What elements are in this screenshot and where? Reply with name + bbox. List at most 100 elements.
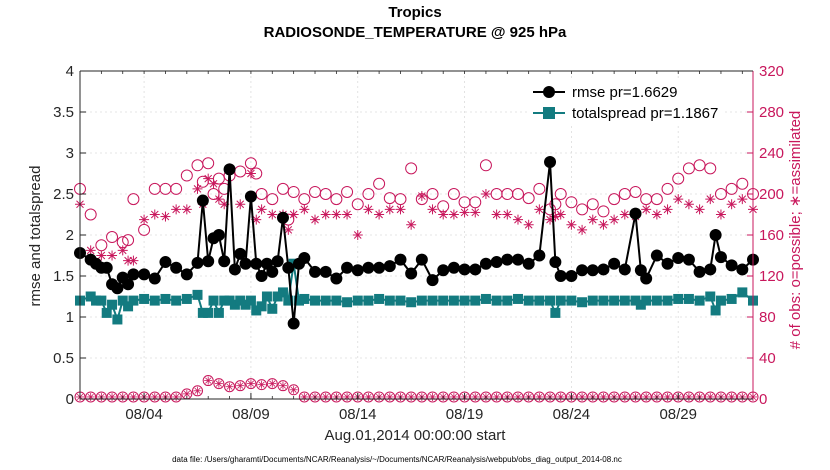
assimilated-obs-point: [491, 209, 502, 220]
obs-bottom-assim-point: [129, 392, 138, 401]
obs-bottom-assim-point: [492, 392, 501, 401]
spread-point: [256, 301, 267, 312]
possible-obs-point: [127, 193, 140, 206]
obs-bottom-point: [694, 391, 706, 403]
rmse-point: [330, 272, 343, 285]
spread-point: [545, 295, 556, 306]
asterisk-stroke: [118, 246, 127, 255]
possible-obs-point: [106, 231, 119, 244]
spread-point: [374, 293, 385, 304]
asterisk-stroke: [258, 381, 265, 388]
obs-bottom-point: [629, 391, 641, 403]
assimilated-obs-point: [288, 209, 299, 220]
asterisk-stroke: [215, 195, 223, 203]
asterisk-stroke: [129, 256, 138, 265]
rmse-point: [437, 264, 450, 277]
spread-point: [245, 295, 256, 306]
assimilated-obs-point: [149, 209, 160, 220]
spread-point: [213, 307, 224, 318]
asterisk-stroke: [183, 390, 190, 397]
asterisk-stroke: [247, 169, 255, 178]
assimilated-obs-point: [459, 207, 470, 218]
assimilated-obs-point: [267, 209, 278, 220]
spread-point: [267, 303, 278, 314]
asterisk-stroke: [417, 192, 426, 200]
obs-bottom-point: [309, 391, 321, 403]
spread-point: [171, 295, 182, 306]
assimilated-obs-point: [651, 209, 662, 220]
rmse-point: [276, 211, 289, 224]
y-right-tick-label: 240: [759, 145, 784, 162]
obs-bottom-assim-point: [289, 385, 298, 394]
obs-bottom-assim-point: [236, 381, 245, 390]
rmse-point: [479, 257, 492, 270]
rmse-point: [170, 261, 183, 274]
spread-point: [240, 299, 251, 310]
obs-bottom-point: [149, 391, 161, 403]
asterisk-stroke: [97, 251, 106, 260]
possible-obs-point: [576, 203, 589, 216]
spread-point: [197, 307, 208, 318]
obs-bottom-assim-point: [663, 392, 672, 401]
rmse-point: [148, 272, 161, 285]
spread-point: [235, 295, 246, 306]
assimilated-obs-point: [192, 183, 203, 194]
asterisk-stroke: [150, 210, 159, 219]
y-tick-label: 0: [66, 391, 74, 408]
rmse-point: [319, 265, 332, 278]
rmse-point: [533, 249, 546, 262]
assimilated-obs-point: [96, 250, 107, 261]
rmse-point: [415, 253, 428, 266]
spread-point: [416, 295, 427, 306]
obs-bottom-point: [608, 391, 620, 403]
asterisk-stroke: [279, 382, 287, 389]
assimilated-obs-point: [470, 207, 481, 218]
rmse-point: [501, 253, 514, 266]
possible-obs-point: [704, 162, 717, 175]
asterisk-stroke: [727, 200, 736, 209]
obs-bottom-assim-point: [642, 392, 651, 401]
rmse-point: [544, 156, 557, 169]
asterisk-stroke: [514, 215, 522, 224]
assimilated-obs-point: [374, 209, 385, 220]
y-tick-label: 3.5: [53, 104, 74, 121]
assimilated-obs-point: [726, 199, 737, 210]
rmse-point: [196, 194, 209, 207]
spread-point: [534, 295, 545, 306]
spread-point: [293, 295, 304, 306]
possible-obs-point: [287, 185, 300, 198]
obs-bottom-point: [224, 381, 236, 393]
spread-point: [641, 295, 652, 306]
spread-point: [251, 305, 262, 316]
obs-bottom-point: [587, 391, 599, 403]
x-tick-label: 08/04: [125, 406, 163, 423]
spread-point: [112, 314, 123, 325]
assimilated-obs-point: [523, 219, 534, 230]
assimilated-obs-point: [598, 219, 609, 230]
obs-bottom-assim-point: [343, 392, 352, 401]
asterisk-stroke: [300, 205, 309, 214]
asterisk-stroke: [535, 205, 544, 214]
y-axis-label-right: # of obs: o=possible; ∗=assimilated: [787, 111, 804, 350]
asterisk-stroke: [706, 195, 715, 203]
asterisk-stroke: [385, 205, 394, 214]
obs-bottom-assim-point: [214, 379, 223, 388]
assimilated-obs-point: [320, 209, 331, 220]
assimilated-obs-point: [705, 194, 716, 205]
assimilated-obs-point: [208, 178, 219, 189]
assimilated-obs-point: [406, 219, 417, 230]
rmse-point: [511, 253, 524, 266]
obs-bottom-point: [266, 378, 278, 390]
obs-bottom-point: [597, 391, 609, 403]
rmse-point: [111, 282, 124, 295]
obs-bottom-point: [683, 391, 695, 403]
possible-obs-point: [725, 182, 738, 195]
spread-point: [683, 293, 694, 304]
asterisk-stroke: [674, 195, 683, 203]
obs-bottom-point: [672, 391, 684, 403]
rmse-point: [709, 229, 722, 241]
rmse-point: [282, 261, 295, 274]
spread-point: [117, 295, 128, 306]
spread-point: [651, 295, 662, 306]
obs-bottom-assim-point: [407, 392, 416, 401]
